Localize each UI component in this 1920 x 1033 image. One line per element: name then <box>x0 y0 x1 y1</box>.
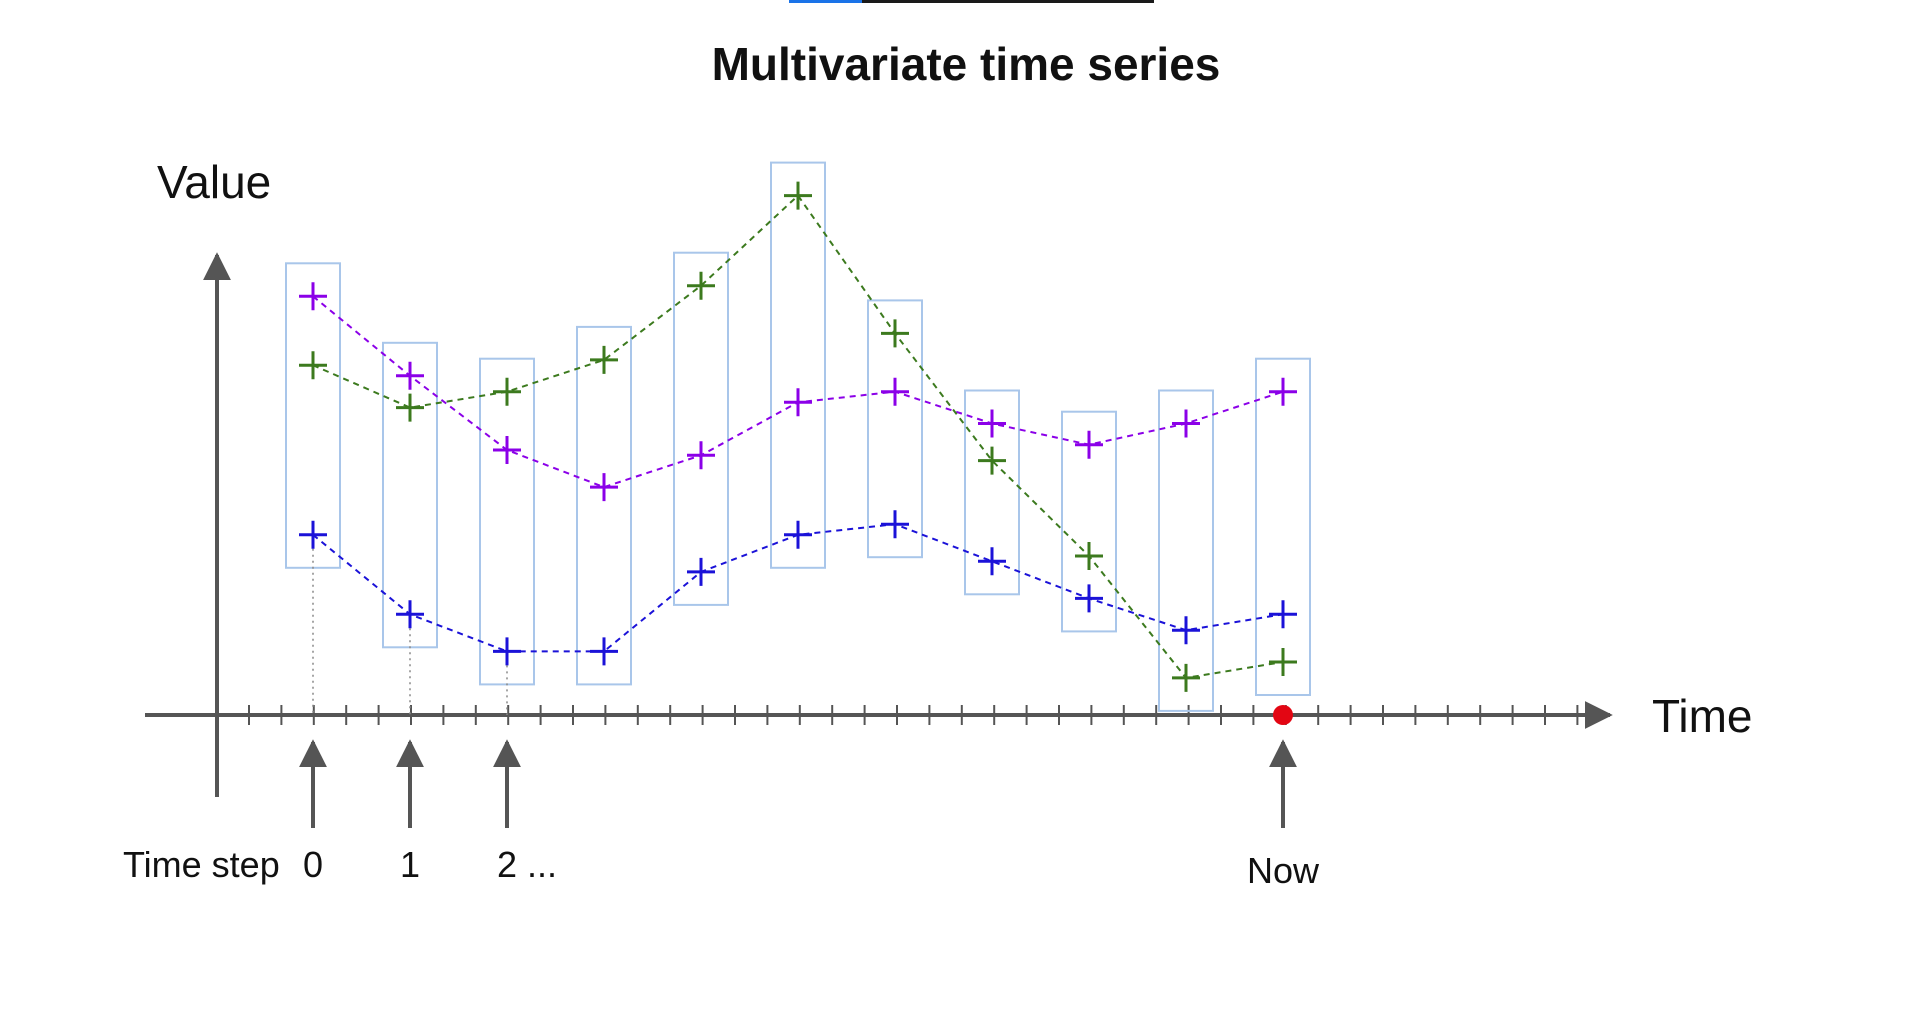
time-window-box <box>576 325 632 686</box>
data-point-purple <box>396 361 424 390</box>
time-step-guides <box>312 548 508 715</box>
time-step-label-1: 1 <box>400 844 420 885</box>
data-point-purple <box>493 436 521 464</box>
data-point-green <box>396 393 424 422</box>
series-line-green <box>312 194 1284 679</box>
x-axis-ticks <box>248 705 1579 725</box>
data-point-blue <box>396 600 424 629</box>
data-point-green <box>299 351 327 380</box>
data-point-blue <box>784 520 812 549</box>
data-point-blue <box>1172 616 1200 645</box>
time-step-caption: Time step <box>123 844 280 885</box>
diagram-title: Multivariate time series <box>712 38 1221 90</box>
data-point-blue <box>493 637 521 666</box>
data-point-green <box>1075 542 1103 570</box>
data-point-blue <box>1269 600 1297 629</box>
data-point-green <box>493 377 521 406</box>
data-point-blue <box>590 637 618 666</box>
now-label: Now <box>1247 850 1320 891</box>
time-step-label-0: 0 <box>303 844 323 885</box>
data-point-green <box>590 345 618 374</box>
time-window-box <box>770 161 826 569</box>
data-point-blue <box>881 510 909 539</box>
data-point-purple <box>881 377 909 406</box>
time-window-box <box>867 299 923 559</box>
x-axis-label: Time <box>1652 690 1753 742</box>
time-window-box <box>1158 389 1214 712</box>
data-point-purple <box>978 409 1006 438</box>
time-window-box <box>479 357 535 686</box>
data-point-blue <box>1075 584 1103 613</box>
data-point-green <box>978 446 1006 475</box>
data-point-purple <box>299 282 327 311</box>
series-points <box>299 181 1297 692</box>
data-point-green <box>1172 663 1200 692</box>
data-point-blue <box>299 520 327 549</box>
data-point-purple <box>590 473 618 502</box>
data-point-purple <box>1269 377 1297 406</box>
now-marker-dot <box>1273 705 1293 725</box>
y-axis-label: Value <box>157 156 271 208</box>
data-point-green <box>1269 648 1297 676</box>
time-window-box <box>1061 410 1117 633</box>
time-window-box <box>673 251 729 606</box>
data-point-green <box>881 319 909 348</box>
data-point-purple <box>1172 409 1200 438</box>
series-lines <box>312 194 1284 679</box>
data-point-purple <box>784 388 812 417</box>
time-window-box <box>1255 357 1311 696</box>
data-point-purple <box>687 441 715 470</box>
time-window-boxes <box>285 161 1311 712</box>
time-step-arrows <box>299 739 1297 828</box>
time-window-box <box>964 389 1020 596</box>
time-step-label-2: 2 ... <box>497 844 557 885</box>
data-point-blue <box>687 557 715 586</box>
data-point-green <box>687 271 715 300</box>
data-point-green <box>784 181 812 210</box>
data-point-blue <box>978 547 1006 576</box>
video-progress-fill <box>789 0 862 3</box>
data-point-purple <box>1075 430 1103 459</box>
video-progress-bar[interactable] <box>789 0 1154 3</box>
